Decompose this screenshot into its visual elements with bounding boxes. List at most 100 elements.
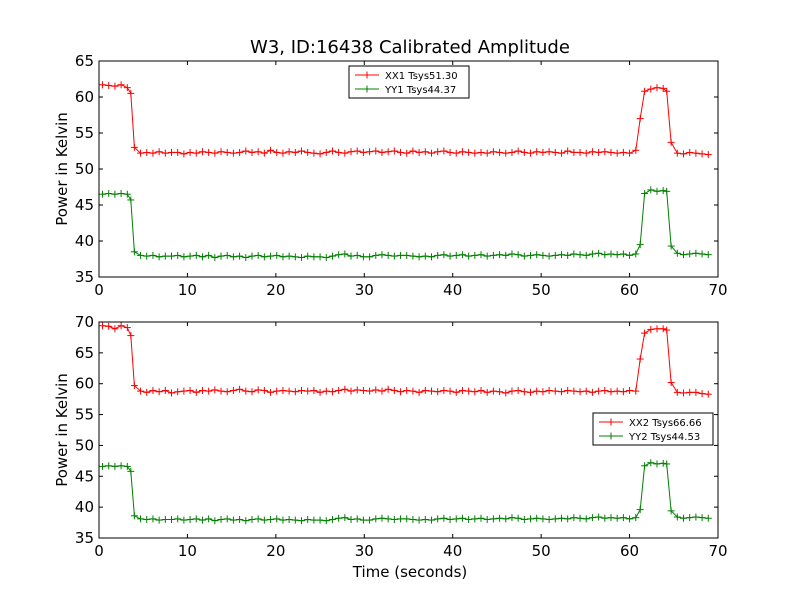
data-point	[378, 148, 386, 156]
data-point	[496, 148, 504, 156]
data-point	[335, 251, 343, 259]
data-point	[427, 516, 435, 524]
data-point	[514, 251, 522, 259]
data-point	[390, 252, 398, 260]
data-point	[613, 514, 621, 522]
data-point	[409, 387, 417, 395]
data-point	[692, 149, 700, 157]
y-tick-label: 40	[75, 498, 94, 516]
x-tick-label: 40	[443, 281, 462, 299]
data-point	[359, 253, 367, 261]
data-point	[353, 251, 361, 259]
data-point	[229, 149, 237, 157]
data-point	[347, 252, 355, 260]
data-point	[667, 242, 675, 250]
data-point	[123, 190, 131, 198]
top-plot-frame	[98, 60, 719, 278]
data-point	[576, 148, 584, 156]
data-point	[471, 251, 479, 259]
data-point	[260, 387, 268, 395]
data-point	[384, 515, 392, 523]
data-point	[698, 250, 706, 258]
data-point	[673, 149, 681, 157]
data-point	[595, 387, 603, 395]
y-tick-label: 65	[75, 344, 94, 362]
x-tick-label: 30	[355, 542, 374, 560]
data-point	[477, 514, 485, 522]
data-point	[260, 253, 268, 261]
data-point	[168, 252, 176, 260]
data-point	[698, 514, 706, 522]
data-point	[582, 149, 590, 157]
legend-box	[348, 65, 470, 99]
data-point	[520, 388, 528, 396]
data-point	[366, 516, 374, 524]
data-point	[452, 251, 460, 259]
data-point	[607, 148, 615, 156]
legend-label: YY2 Tsys44.53	[628, 432, 700, 443]
x-tick-label: 50	[532, 281, 551, 299]
data-point	[502, 149, 510, 157]
data-point	[636, 506, 644, 514]
data-point	[198, 387, 206, 395]
data-point	[539, 515, 547, 523]
data-point	[434, 148, 442, 156]
data-point	[452, 388, 460, 396]
data-point	[446, 252, 454, 260]
data-point	[659, 84, 667, 92]
data-point	[248, 148, 256, 156]
data-point	[545, 387, 553, 395]
data-point	[137, 149, 145, 157]
data-point	[130, 143, 138, 151]
data-point	[409, 515, 417, 523]
data-point	[582, 387, 590, 395]
bottom-legend: XX2 Tsys66.66 YY2 Tsys44.53	[592, 412, 714, 446]
data-point	[533, 148, 541, 156]
data-point	[353, 147, 361, 155]
data-point	[551, 251, 559, 259]
data-point	[335, 148, 343, 156]
data-point	[127, 196, 135, 204]
data-point	[704, 151, 712, 159]
data-point	[557, 388, 565, 396]
data-point	[310, 516, 318, 524]
data-point	[127, 467, 135, 475]
data-point	[520, 252, 528, 260]
data-point	[403, 149, 411, 157]
data-point	[291, 253, 299, 261]
data-point	[328, 252, 336, 260]
data-point	[99, 322, 107, 330]
data-point	[626, 149, 634, 157]
data-point	[663, 460, 671, 468]
data-point	[440, 147, 448, 155]
y-tick-label: 50	[75, 160, 94, 178]
data-point	[647, 325, 655, 333]
bottom-panel: Power in Kelvin Time (seconds) 0 10 20 30 40…	[53, 313, 728, 581]
data-point	[533, 514, 541, 522]
legend-label: YY1 Tsys44.37	[384, 85, 456, 96]
data-point	[180, 253, 188, 261]
data-point	[161, 515, 169, 523]
data-point	[328, 147, 336, 155]
data-point	[446, 148, 454, 156]
data-point	[372, 147, 380, 155]
data-point	[322, 387, 330, 395]
data-point	[557, 251, 565, 259]
data-point	[704, 514, 712, 522]
data-point	[653, 325, 661, 333]
data-point	[502, 389, 510, 397]
data-point	[341, 514, 349, 522]
data-point	[465, 148, 473, 156]
y-tick-label: 55	[75, 124, 94, 142]
data-point	[378, 387, 386, 395]
data-point	[458, 148, 466, 156]
data-point	[632, 146, 640, 154]
data-point	[366, 148, 374, 156]
data-point	[397, 388, 405, 396]
series-line	[102, 325, 709, 395]
data-point	[291, 388, 299, 396]
data-point	[316, 516, 324, 524]
data-point	[174, 148, 182, 156]
data-point	[427, 253, 435, 261]
data-point	[667, 378, 675, 386]
